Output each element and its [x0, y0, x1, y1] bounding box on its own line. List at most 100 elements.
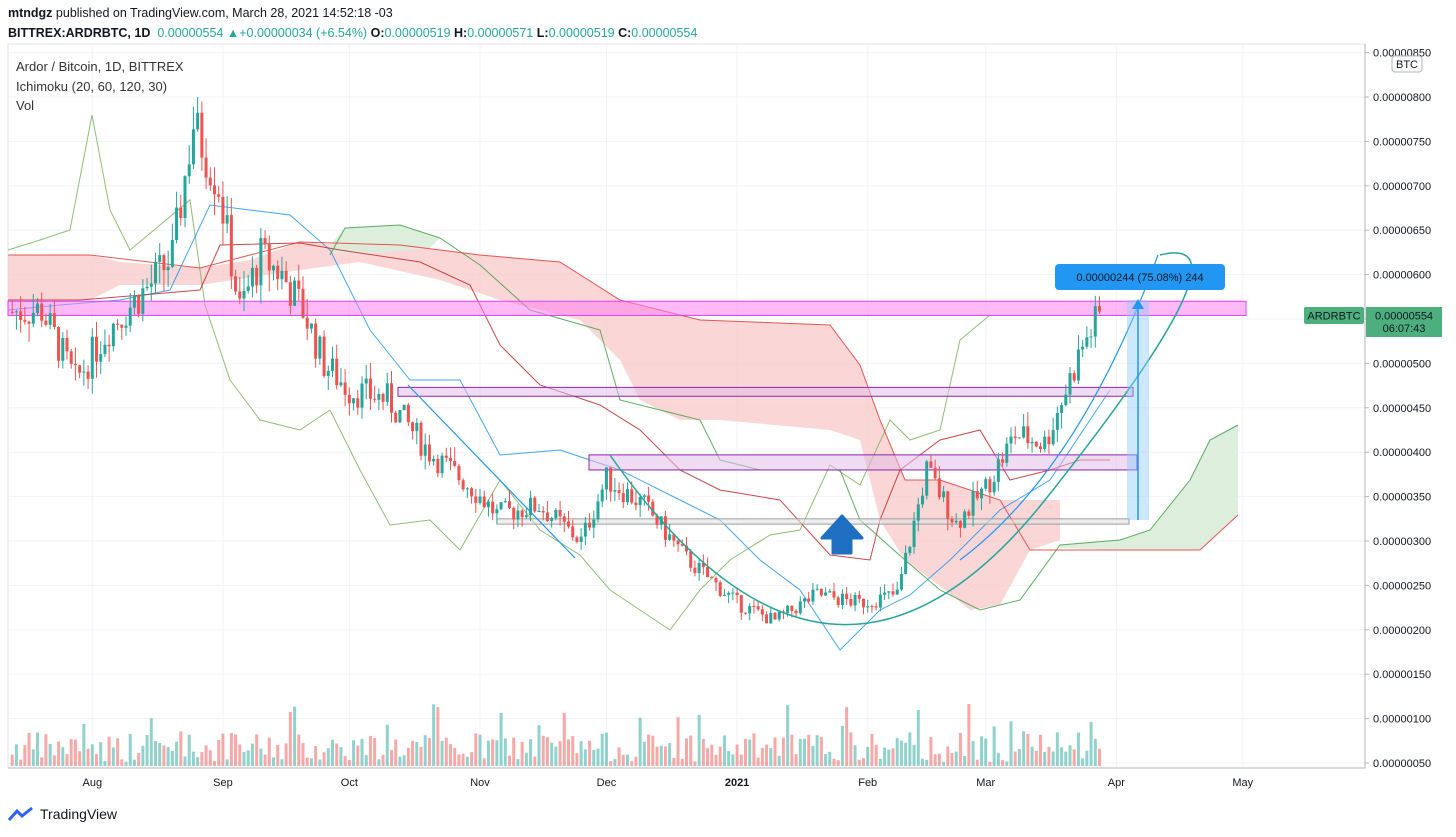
zone-box [397, 386, 1134, 397]
candle-body [937, 478, 941, 498]
candle-body [82, 371, 86, 373]
volume-bar [40, 757, 44, 766]
x-tick-label: Apr [1108, 777, 1125, 789]
candle-body [904, 552, 908, 574]
volume-bar [929, 737, 933, 766]
volume-bar [891, 748, 895, 766]
measure-label-text: 0.00000244 (75.08%) 244 [1076, 272, 1203, 284]
volume-bar [1064, 751, 1068, 766]
candle-body [1051, 429, 1055, 445]
candle-body [701, 562, 705, 568]
legend-indicator[interactable]: Ichimoku (20, 60, 120, 30) [16, 79, 168, 94]
volume-bar [545, 737, 549, 766]
legend-volume[interactable]: Vol [16, 98, 35, 113]
candle-body [356, 398, 360, 408]
candle-body [486, 501, 490, 508]
candle-body [735, 592, 739, 596]
legend-title[interactable]: Ardor / Bitcoin, 1D, BITTREX [16, 59, 184, 74]
volume-bar [663, 746, 667, 766]
volume-bar [739, 754, 743, 766]
volume-bar [1047, 746, 1051, 766]
volume-bar [1030, 746, 1034, 766]
footer-brand[interactable]: TradingView [8, 806, 117, 822]
volume-bar [857, 759, 861, 766]
x-tick-label: Dec [597, 777, 617, 789]
candle-body [305, 317, 309, 329]
zone-boxes[interactable] [7, 300, 1247, 525]
volume-bar [406, 747, 410, 766]
volume-bar [36, 732, 39, 766]
candle-body [621, 493, 625, 503]
candle-body [208, 177, 212, 186]
candle-body [554, 510, 558, 519]
volume-bar [394, 739, 398, 766]
volume-bar [583, 749, 587, 766]
candle-body [272, 265, 275, 271]
candle-body [267, 243, 271, 271]
candle-body [710, 577, 714, 579]
volume-bar [769, 748, 773, 766]
candle-body [908, 546, 912, 553]
candle-body [1043, 436, 1047, 450]
volume-bar [870, 734, 874, 766]
volume-bar [1098, 748, 1101, 766]
volume-bar [242, 751, 246, 766]
volume-bar [116, 738, 120, 766]
volume-bar [234, 734, 238, 766]
volume-bar [781, 737, 785, 766]
volume-bar [411, 740, 415, 766]
volume-bar [849, 732, 853, 766]
volume-bar [65, 754, 69, 766]
volume-bar [259, 748, 263, 766]
volume-bar [765, 744, 769, 766]
price-axis[interactable]: 0.00000050 0.00000100 0.00000150 0.00000200… [1364, 44, 1431, 770]
candle-body [255, 267, 259, 286]
candle-body [832, 591, 836, 598]
time-axis[interactable]: Aug Sep Oct Nov Dec 2021 Feb Mar Apr May [8, 767, 1365, 789]
volume-bar [297, 734, 301, 766]
volume-bar [756, 757, 760, 766]
candle-body [895, 589, 899, 595]
volume-bar [213, 761, 216, 766]
downtrend-line [407, 384, 576, 559]
candle-body [322, 336, 326, 376]
volume-bar [57, 741, 61, 766]
candle-body [318, 336, 322, 359]
volume-bar [82, 723, 86, 766]
candle-body [95, 336, 98, 362]
volume-bar [706, 748, 710, 766]
volume-bar [558, 741, 562, 766]
volume-bar [971, 741, 975, 766]
candle-body [99, 354, 103, 362]
candle-body [86, 371, 90, 379]
volume-bar [524, 752, 528, 766]
candle-body [14, 311, 18, 313]
candle-body [1026, 426, 1030, 444]
symbol-label[interactable]: BITTREX:ARDRBTC, 1D [8, 26, 151, 40]
candle-body [288, 282, 292, 306]
candle-body [453, 460, 457, 466]
candle-body [162, 255, 166, 271]
candle-body [550, 518, 554, 521]
candle-body [107, 344, 111, 347]
volume-bar [124, 761, 128, 766]
kumo-red [8, 242, 1060, 610]
x-tick-label: Feb [858, 777, 877, 789]
measure-label-box[interactable] [1055, 264, 1225, 290]
volume-bar [752, 733, 756, 766]
volume-bar [512, 737, 516, 766]
volume-bar [541, 735, 545, 766]
candle-body [537, 511, 541, 513]
candle-body [942, 491, 946, 498]
volume-bar [204, 745, 208, 766]
volume-bar [744, 738, 747, 766]
candle-body [381, 393, 385, 402]
volume-bar [845, 707, 849, 766]
candle-body [596, 501, 600, 520]
candle-body [1022, 426, 1026, 438]
volume-bar [508, 755, 511, 766]
publisher-name[interactable]: mtndgz [8, 6, 53, 20]
volume-bar [537, 725, 541, 766]
y-tick-label: 0.00000800 [1373, 92, 1431, 104]
